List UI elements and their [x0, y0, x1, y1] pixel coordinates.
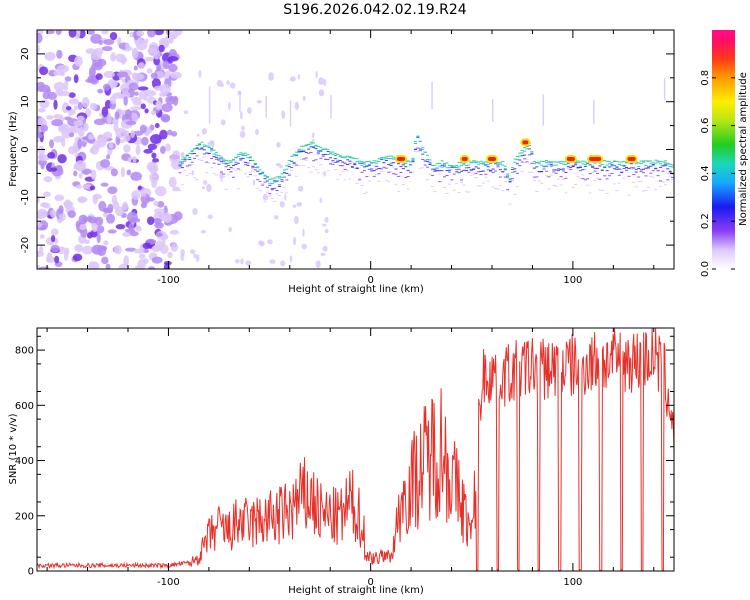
x-tick-label: 0 [367, 577, 373, 588]
spectrogram-peak-core [396, 157, 406, 162]
y-tick-label: 800 [15, 346, 34, 357]
colorbar-tick-label: 0.2 [700, 213, 711, 229]
colorbar-ticks: 0.0 0.2 0.4 0.6 0.8 [700, 70, 735, 277]
y-tick-label: 10 [20, 95, 31, 108]
y-tick-label: 0 [28, 567, 34, 578]
spectrogram-x-label: Height of straight line (km) [288, 284, 424, 295]
snr-y-label: SNR (10 * v/v) [8, 413, 19, 484]
spectrogram-y-label: Frequency (Hz) [8, 111, 19, 187]
chart-title: S196.2026.042.02.19.R24 [283, 2, 466, 18]
spectrogram-trace [178, 78, 674, 205]
spectrogram-peak-core [522, 140, 529, 145]
snr-frame [36, 327, 675, 572]
x-tick-label: -100 [157, 577, 180, 588]
colorbar-tick-label: 0.4 [700, 165, 711, 181]
colorbar-tick-label: 0.6 [700, 118, 711, 134]
x-tick-label: 100 [563, 275, 582, 286]
snr-plot-area [37, 328, 674, 571]
snr-series-line [37, 328, 674, 571]
snr-x-label: Height of straight line (km) [288, 585, 424, 596]
colorbar-gradient [712, 30, 735, 269]
x-tick-label: -100 [157, 275, 180, 286]
y-tick-label: 0 [20, 146, 31, 152]
y-tick-label: 200 [15, 511, 34, 522]
spectrogram-peak-core [487, 157, 497, 162]
y-tick-label: -20 [20, 237, 31, 253]
colorbar: 0.0 0.2 0.4 0.6 0.8 Normalized spectral ampl… [700, 30, 749, 277]
snr-axes: -100 0 100 0 200 400 600 800 [15, 328, 674, 588]
spectrogram-peak-core [589, 157, 602, 162]
colorbar-label: Normalized spectral amplitude [738, 72, 749, 226]
spectrogram-noise [37, 30, 329, 269]
spectrogram-plot-area [37, 30, 674, 269]
spectrogram-peak-core [627, 157, 636, 162]
y-tick-label: 400 [15, 456, 34, 467]
colorbar-tick-label: 0.0 [700, 261, 711, 277]
spectrogram-peak-core [461, 157, 468, 162]
x-tick-label: 0 [367, 275, 373, 286]
x-tick-label: 100 [563, 577, 582, 588]
snr-panel: -100 0 100 0 200 400 600 800 Height of straight… [8, 327, 675, 596]
y-tick-label: 20 [20, 48, 31, 61]
y-tick-label: -10 [20, 189, 31, 205]
spectrogram-peak-core [566, 157, 575, 162]
y-tick-label: 600 [15, 401, 34, 412]
colorbar-tick-label: 0.8 [700, 70, 711, 86]
